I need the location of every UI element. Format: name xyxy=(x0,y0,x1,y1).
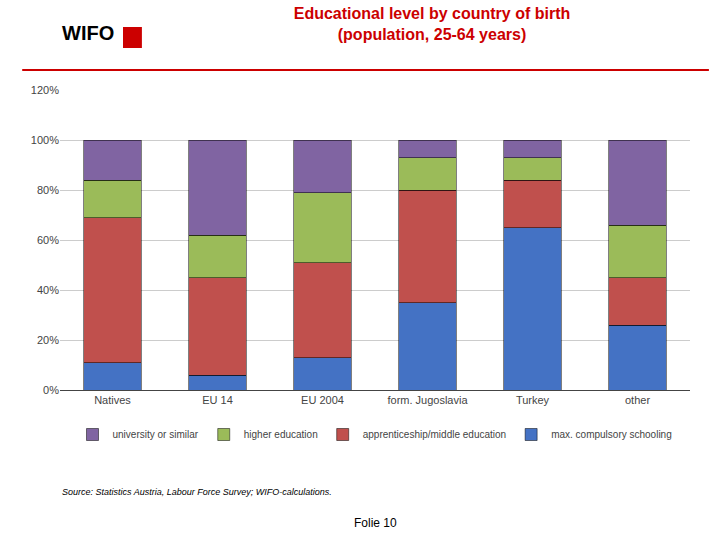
svg-text:other: other xyxy=(625,394,650,406)
svg-text:apprenticeship/middle educatio: apprenticeship/middle education xyxy=(363,429,506,440)
svg-text:EU 2004: EU 2004 xyxy=(301,394,344,406)
svg-text:EU 14: EU 14 xyxy=(202,394,233,406)
svg-text:Folie 10: Folie 10 xyxy=(354,516,397,530)
svg-text:higher education: higher education xyxy=(244,429,318,440)
svg-text:20%: 20% xyxy=(37,334,59,346)
svg-text:Source: Statistics Austria, La: Source: Statistics Austria, Labour Force… xyxy=(62,487,332,497)
svg-text:100%: 100% xyxy=(31,134,59,146)
svg-text:60%: 60% xyxy=(37,234,59,246)
svg-text:max. compulsory schooling: max. compulsory schooling xyxy=(551,429,672,440)
svg-text:Turkey: Turkey xyxy=(516,394,550,406)
svg-text:form. Jugoslavia: form. Jugoslavia xyxy=(387,394,468,406)
svg-text:0%: 0% xyxy=(43,384,59,396)
svg-text:80%: 80% xyxy=(37,184,59,196)
svg-text:university or similar: university or similar xyxy=(113,429,199,440)
svg-text:WIFO: WIFO xyxy=(62,22,114,44)
svg-text:Natives: Natives xyxy=(94,394,131,406)
svg-text:Educational level by country o: Educational level by country of birth(po… xyxy=(294,5,570,43)
svg-text:40%: 40% xyxy=(37,284,59,296)
svg-text:120%: 120% xyxy=(31,84,59,96)
